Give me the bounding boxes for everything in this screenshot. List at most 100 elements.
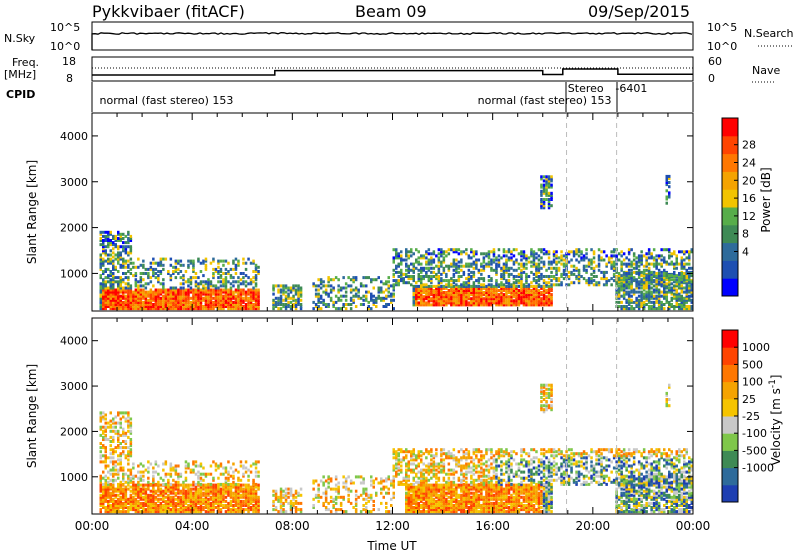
- velocity-cell: [177, 480, 180, 484]
- velocity-cell: [239, 460, 243, 464]
- velocity-cell: [102, 446, 105, 450]
- velocity-cell: [112, 421, 115, 425]
- power-cell: [254, 278, 258, 282]
- velocity-cell: [187, 510, 190, 514]
- power-cell: [144, 294, 148, 298]
- velocity-cell: [212, 489, 215, 493]
- power-cell: [427, 277, 431, 281]
- power-cell: [522, 262, 526, 266]
- power-cell: [272, 298, 275, 302]
- power-cell: [457, 277, 461, 281]
- velocity-cell: [172, 499, 175, 503]
- velocity-cell: [122, 466, 125, 470]
- velocity-cell: [117, 468, 120, 472]
- nsky-label: N.Sky: [4, 32, 36, 45]
- velocity-cell: [107, 482, 110, 486]
- power-cell: [102, 288, 105, 292]
- velocity-cell: [139, 493, 143, 497]
- velocity-cell: [212, 497, 215, 501]
- velocity-cell: [99, 504, 102, 507]
- power-cell: [665, 290, 668, 294]
- velocity-cell: [324, 508, 328, 512]
- power-cell: [242, 305, 245, 308]
- velocity-cell: [104, 485, 107, 489]
- power-cell: [440, 293, 443, 297]
- power-cell: [124, 282, 128, 286]
- power-cell: [99, 294, 102, 298]
- power-cell: [127, 253, 130, 257]
- velocity-cell: [207, 508, 210, 512]
- velocity-cell: [234, 501, 238, 505]
- power-cell: [670, 288, 673, 292]
- power-cell: [657, 272, 661, 275]
- power-cell: [109, 261, 112, 265]
- power-cell: [532, 277, 536, 281]
- power-cell: [410, 262, 413, 266]
- power-cell: [362, 294, 365, 298]
- velocity-cell: [177, 499, 180, 503]
- velocity-cell: [382, 495, 385, 499]
- power-cell: [522, 303, 526, 307]
- velocity-cell: [417, 497, 420, 501]
- velocity-cell: [297, 493, 300, 497]
- velocity-cell: [254, 470, 258, 474]
- power-cell: [492, 260, 496, 264]
- power-cell: [227, 307, 230, 311]
- power-cell: [663, 280, 666, 284]
- velocity-cell: [219, 489, 223, 493]
- velocity-cell: [299, 493, 303, 497]
- power-cell: [172, 290, 175, 294]
- velocity-cell: [294, 506, 298, 509]
- power-cell: [507, 299, 511, 303]
- velocity-cell: [127, 501, 130, 505]
- power-cell: [492, 289, 496, 292]
- velocity-cell: [152, 487, 155, 491]
- velocity-cell: [227, 485, 230, 489]
- power-cell: [665, 274, 668, 278]
- power-cell: [147, 300, 150, 304]
- power-cell: [500, 291, 503, 294]
- power-cell: [535, 281, 538, 285]
- velocity-cell: [252, 489, 255, 493]
- power-cell: [495, 297, 498, 301]
- power-cell: [665, 181, 668, 184]
- power-cell: [650, 280, 653, 284]
- velocity-cell: [380, 477, 383, 481]
- power-cell: [159, 288, 163, 292]
- power-cell: [527, 284, 531, 288]
- velocity-cell: [187, 499, 190, 503]
- power-cell: [129, 294, 133, 298]
- power-cell: [655, 282, 658, 286]
- power-cell: [219, 288, 223, 292]
- power-cell: [542, 279, 546, 283]
- power-cell: [460, 260, 463, 264]
- power-cell: [132, 307, 135, 311]
- velocity-cell: [122, 491, 125, 495]
- velocity-cell: [239, 483, 243, 487]
- velocity-cell: [112, 419, 115, 423]
- power-cell: [430, 256, 433, 260]
- velocity-cell: [257, 483, 260, 487]
- power-cell: [510, 301, 513, 305]
- power-cell: [532, 272, 536, 276]
- power-cell: [159, 298, 163, 302]
- power-cell: [107, 286, 110, 290]
- power-cell: [642, 305, 646, 308]
- velocity-cell: [294, 510, 298, 514]
- velocity-cell: [289, 501, 293, 505]
- power-cell: [673, 252, 676, 256]
- power-cell: [430, 270, 433, 274]
- power-cell: [189, 278, 193, 282]
- velocity-cell: [122, 506, 125, 509]
- power-cell: [129, 300, 133, 304]
- power-cell: [127, 284, 130, 288]
- power-cell: [380, 296, 383, 300]
- power-cell: [640, 305, 643, 308]
- velocity-cell: [112, 456, 115, 460]
- velocity-cell: [289, 491, 293, 495]
- power-cell: [640, 260, 643, 264]
- velocity-cell: [214, 462, 218, 466]
- velocity-cell: [154, 489, 158, 493]
- power-cell: [497, 289, 501, 292]
- power-cell: [224, 294, 228, 298]
